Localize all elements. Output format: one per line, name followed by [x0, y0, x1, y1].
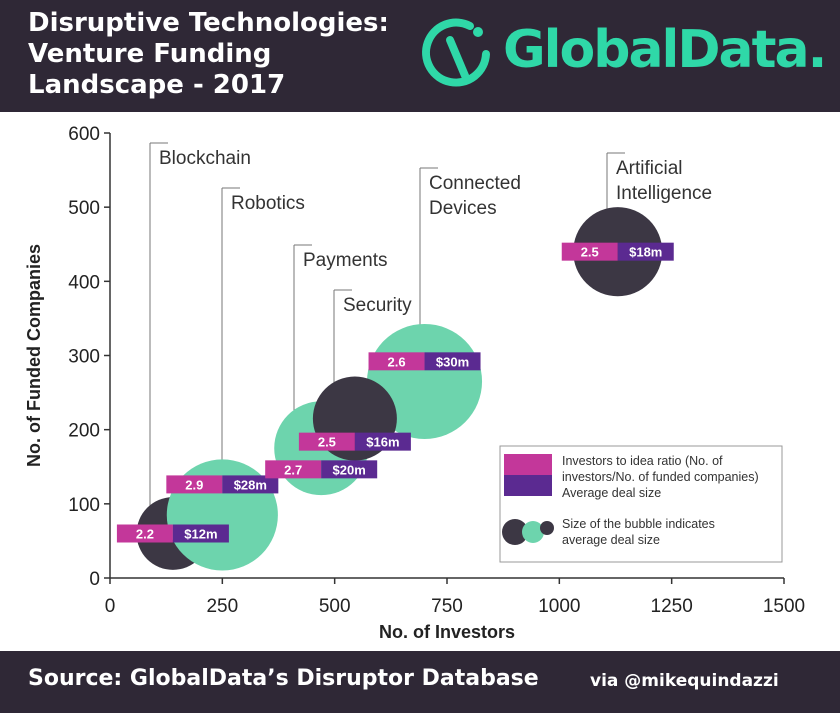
legend-size-line-1: Size of the bubble indicates: [562, 517, 715, 531]
source-note: Source: GlobalData’s Disruptor Database: [28, 666, 539, 691]
globaldata-logo-icon: [422, 18, 490, 87]
y-tick-label: 400: [68, 272, 100, 293]
ratio-bar: [166, 475, 223, 494]
legend-bubble-green: [522, 521, 544, 543]
legend-deal-swatch: [504, 475, 552, 496]
brand-wordmark: GlobalData.: [503, 20, 827, 80]
y-tick-label: 500: [68, 198, 100, 219]
legend-ratio-line-2: investors/No. of funded companies): [562, 470, 759, 484]
category-label: Connected: [429, 173, 521, 194]
ratio-bar: [298, 432, 355, 451]
ratio-bar: [265, 460, 322, 479]
legend-ratio-swatch: [504, 454, 552, 475]
bubble-chart: 0 100 200 300 400 500 600 0 250 500 750 1000 1250 150…: [24, 124, 805, 642]
deal-bar: [172, 524, 229, 543]
y-tick-label: 300: [68, 347, 100, 368]
x-tick-label: 1000: [538, 596, 580, 617]
y-tick-label: 200: [68, 421, 100, 442]
deal-value: $16m: [366, 435, 399, 450]
category-label: Artificial: [616, 158, 683, 179]
y-axis-title: No. of Funded Companies: [24, 244, 44, 467]
y-tick-label: 0: [89, 569, 100, 590]
ratio-value: 2.6: [387, 354, 405, 369]
category-label: Blockchain: [159, 148, 251, 169]
deal-bar: [424, 352, 481, 371]
category-label: Robotics: [231, 193, 305, 214]
ratio-value: 2.9: [185, 477, 203, 492]
ratio-value: 2.7: [284, 462, 302, 477]
via-credit: via @mikequindazzi: [590, 671, 779, 691]
deal-value: $28m: [234, 477, 267, 492]
legend-size-line-2: average deal size: [562, 533, 660, 547]
legend-ratio-line-1: Investors to idea ratio (No. of: [562, 454, 723, 468]
ratio-bar: [116, 524, 173, 543]
title-line-2: Venture Funding: [28, 39, 272, 69]
deal-value: $20m: [333, 462, 366, 477]
x-tick-label: 250: [206, 596, 238, 617]
ratio-value: 2.2: [136, 527, 154, 542]
deal-value: $12m: [184, 527, 217, 542]
y-tick-label: 100: [68, 495, 100, 516]
deal-value: $30m: [436, 354, 469, 369]
y-tick-label: 600: [68, 124, 100, 145]
category-label: Security: [343, 295, 412, 316]
ratio-bar: [368, 352, 425, 371]
x-tick-label: 750: [431, 596, 463, 617]
category-label: Devices: [429, 198, 497, 219]
deal-bar: [222, 475, 279, 494]
deal-bar: [354, 432, 411, 451]
deal-bar: [321, 460, 378, 479]
title-line-1: Disruptive Technologies:: [28, 8, 389, 38]
x-tick-label: 0: [105, 596, 116, 617]
category-label: Intelligence: [616, 183, 712, 204]
x-axis-title: No. of Investors: [379, 622, 515, 642]
ratio-value: 2.5: [318, 435, 336, 450]
x-tick-label: 500: [319, 596, 351, 617]
deal-bar: [617, 242, 674, 261]
chart-title: Disruptive Technologies: Venture Funding…: [28, 8, 389, 101]
legend-bubble-small: [540, 521, 554, 535]
ratio-bar: [561, 242, 618, 261]
legend-deal-label: Average deal size: [562, 486, 661, 500]
title-line-3: Landscape - 2017: [28, 70, 286, 100]
footer-banner: Source: GlobalData’s Disruptor Database …: [0, 651, 840, 713]
ratio-value: 2.5: [581, 245, 599, 260]
category-label: Payments: [303, 250, 387, 271]
deal-value: $18m: [629, 245, 662, 260]
legend-bubble-dark: [502, 519, 528, 545]
header-banner: Disruptive Technologies: Venture Funding…: [0, 0, 840, 112]
x-tick-label: 1500: [763, 596, 805, 617]
x-tick-label: 1250: [651, 596, 693, 617]
